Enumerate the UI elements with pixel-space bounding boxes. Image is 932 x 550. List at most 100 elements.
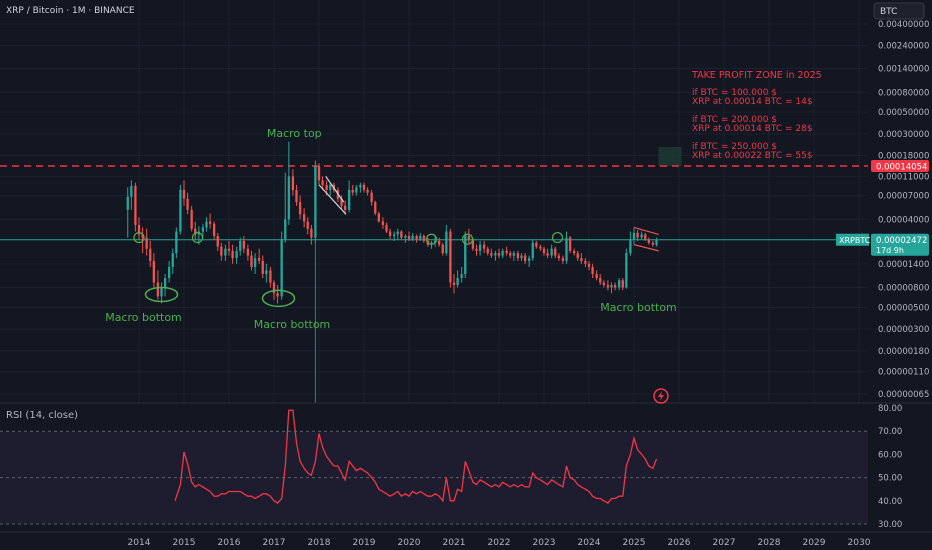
chart-drawings (133, 176, 659, 308)
currency-button[interactable]: BTC (873, 2, 925, 20)
price-tick-label: 0.00140000 (878, 65, 929, 75)
candle-body (272, 282, 276, 294)
candle-body (130, 185, 133, 197)
hline-price-tag (871, 160, 929, 173)
rsi-series-line (174, 409, 658, 504)
candle-body (141, 234, 144, 238)
candle-body (407, 235, 411, 240)
candle-body (302, 214, 306, 222)
candle-body (340, 198, 343, 206)
candle-body (295, 189, 298, 203)
candle-body (456, 278, 459, 285)
candle-body (644, 234, 647, 240)
candle-body (298, 202, 302, 215)
macro-bottom-ellipse-1 (144, 286, 179, 303)
candle-body (377, 213, 381, 222)
candle-body (651, 242, 655, 245)
take-profit-note-line: if BTC = 250.000 $ (692, 142, 777, 152)
time-tick-label: 2027 (713, 538, 736, 548)
take-profit-note-line: XRP at 0.00014 BTC = 14$ (692, 97, 813, 107)
candle-body (561, 258, 565, 261)
price-tick-label: 0.00000300 (878, 325, 929, 335)
main-grid (0, 0, 868, 402)
price-axis[interactable]: 0.00400000 0.00240000 0.00140000 0.00080000… (878, 20, 929, 400)
price-tick-label: 0.00000110 (878, 368, 929, 378)
rsi-axis: 80.00 70.00 60.00 50.00 40.00 30.00 (878, 404, 902, 530)
candle-body (404, 235, 407, 238)
candle-body (253, 258, 257, 267)
price-tick-label: 0.00011000 (878, 172, 929, 182)
candle-body (494, 253, 497, 256)
candle-body (509, 253, 512, 256)
candle-body (647, 239, 651, 243)
macro-bottom-label-1: Macro bottom (105, 311, 182, 324)
price-tick-label: 0.00018000 (878, 152, 929, 162)
candle-body (231, 250, 234, 259)
candle-body (329, 184, 332, 190)
take-profit-note-line: XRP at 0.00014 BTC = 28$ (692, 124, 813, 134)
chart-title: XRP / Bitcoin · 1M · BINANCE (6, 6, 135, 16)
candle-body (167, 266, 171, 279)
flag-line-upper (633, 226, 659, 235)
take-profit-note-line: if BTC = 100.000 $ (692, 88, 777, 98)
candle-body (629, 239, 632, 254)
candle-body (224, 248, 227, 256)
candle-body (306, 221, 309, 229)
rsi-tick-label: 40.00 (878, 497, 902, 507)
hline-price-label: 0.00014054 (876, 163, 927, 173)
candle-body (291, 176, 295, 190)
retest-circle (425, 233, 438, 245)
candle-body (572, 250, 576, 254)
candle-body (554, 248, 557, 256)
candle-body (362, 184, 366, 190)
lightning-icon[interactable] (653, 388, 669, 404)
candle-body (160, 287, 163, 297)
candle-body (359, 184, 362, 188)
candle-body (186, 198, 189, 210)
candle-body (497, 253, 501, 256)
macro-top-label: Macro top (267, 127, 322, 140)
time-tick-label: 2026 (668, 538, 691, 548)
candle-body (565, 237, 568, 261)
candle-body (152, 260, 156, 283)
time-tick-label: 2015 (173, 538, 196, 548)
candle-body (216, 235, 219, 247)
price-tick-label: 0.00240000 (878, 42, 929, 52)
candle-body (467, 235, 471, 240)
candle-body (325, 184, 328, 190)
candle-body (321, 180, 324, 185)
price-tick-label: 0.00007000 (878, 192, 929, 202)
time-tick-label: 2021 (443, 538, 466, 548)
candle-body (478, 244, 482, 251)
candle-body (257, 258, 261, 261)
rsi-pane[interactable]: 80.00 70.00 60.00 50.00 40.00 30.00 RSI (14, … (0, 404, 902, 532)
candle-body (366, 189, 369, 193)
candle-body (400, 231, 403, 238)
candle-body (411, 235, 414, 240)
text-annotations: Macro top Macro bottom Macro bottom Macro b… (105, 70, 821, 331)
candle-body (220, 246, 223, 256)
rsi-tick-label: 60.00 (878, 450, 902, 460)
currency-button-label: BTC (880, 7, 897, 17)
candle-body (314, 166, 317, 238)
candle-body (175, 231, 178, 254)
channel-line-upper (318, 184, 347, 215)
price-tick-label: 0.00030000 (878, 130, 929, 140)
candle-body (242, 240, 246, 249)
time-axis[interactable]: 2014 2015 2016 2017 2018 2019 2020 2021 2022 2023… (0, 531, 932, 548)
candle-body (212, 223, 216, 236)
candle-body (516, 253, 520, 259)
candle-body (145, 237, 148, 249)
candle-body (396, 231, 399, 235)
time-tick-label: 2028 (758, 538, 781, 548)
rsi-tick-label: 70.00 (878, 427, 902, 437)
candle-body (347, 189, 351, 210)
candle-body (602, 282, 606, 285)
current-price-label: 0.00002472 (876, 236, 927, 246)
candle-body (599, 278, 602, 283)
candle-body (527, 258, 531, 261)
main-pane[interactable]: Macro top Macro bottom Macro bottom Macro b… (0, 0, 868, 403)
rsi-tick-label: 50.00 (878, 474, 902, 484)
candle-body (587, 263, 591, 267)
